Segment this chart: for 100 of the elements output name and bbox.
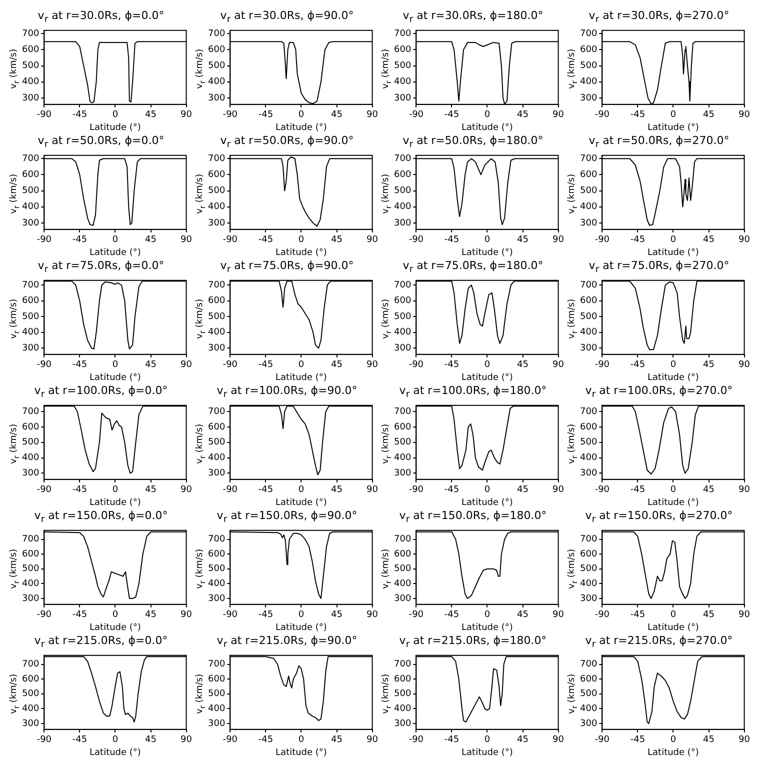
- x-axis-title: Latitude (°): [648, 748, 699, 758]
- y-tick-label: 300: [394, 343, 412, 354]
- x-tick-label: 0: [670, 610, 676, 620]
- x-tick-label: 45: [145, 485, 156, 496]
- chart-title: v$_{r}$ at r=100.0Rs, ϕ=180.0°: [398, 383, 548, 400]
- chart-title: v$_{r}$ at r=30.0Rs, ϕ=270.0°: [588, 8, 730, 26]
- x-axis-title: Latitude (°): [648, 498, 699, 508]
- x-tick-label: 0: [298, 485, 304, 496]
- y-tick-label: 300: [208, 594, 226, 604]
- y-tick-label: 700: [22, 280, 40, 290]
- x-tick-label: -45: [444, 360, 460, 370]
- y-tick-label: 400: [22, 77, 40, 88]
- y-tick-label: 700: [22, 154, 40, 164]
- x-tick-label: -90: [36, 110, 52, 120]
- y-tick-label: 500: [394, 186, 412, 196]
- x-tick-label: 0: [670, 735, 676, 746]
- y-tick-label: 300: [580, 343, 598, 354]
- x-tick-label: 45: [517, 610, 528, 620]
- x-axis-title: Latitude (°): [276, 248, 327, 258]
- y-tick-label: 700: [394, 534, 412, 545]
- y-tick-label: 500: [580, 61, 598, 72]
- x-tick-label: 45: [517, 360, 528, 370]
- x-tick-label: 0: [670, 360, 676, 370]
- y-tick-label: 600: [394, 170, 412, 180]
- y-tick-label: 400: [580, 328, 598, 338]
- y-tick-label: 700: [208, 660, 226, 670]
- x-tick-label: 45: [703, 235, 714, 246]
- chart-title: v$_{r}$ at r=30.0Rs, ϕ=0.0°: [36, 8, 166, 26]
- y-tick-label: 400: [208, 202, 226, 212]
- x-tick-label: 90: [366, 735, 378, 746]
- y-tick-label: 600: [208, 296, 226, 306]
- x-tick-label: -90: [36, 485, 52, 496]
- x-tick-label: 45: [517, 485, 528, 496]
- x-tick-label: -90: [222, 235, 238, 246]
- x-tick-label: 90: [738, 235, 750, 246]
- x-tick-label: -45: [444, 610, 460, 620]
- x-axis-title: Latitude (°): [276, 498, 327, 508]
- x-tick-label: -90: [222, 485, 238, 496]
- chart-title: v$_{r}$ at r=30.0Rs, ϕ=180.0°: [402, 8, 544, 26]
- y-tick-label: 600: [22, 296, 40, 306]
- x-tick-label: 0: [670, 110, 676, 120]
- y-tick-label: 600: [394, 549, 412, 560]
- y-tick-label: 400: [208, 579, 226, 590]
- x-axis-title: Latitude (°): [276, 748, 327, 758]
- x-tick-label: 0: [298, 610, 304, 620]
- x-tick-label: -45: [258, 360, 274, 370]
- x-tick-label: -90: [36, 360, 52, 370]
- y-tick-label: 600: [22, 549, 40, 560]
- y-tick-label: 600: [208, 674, 226, 684]
- x-tick-label: -45: [258, 235, 274, 246]
- chart-title: v$_{r}$ at r=30.0Rs, ϕ=90.0°: [219, 8, 355, 26]
- x-tick-label: 90: [738, 360, 750, 370]
- x-tick-label: 0: [298, 235, 304, 246]
- x-tick-label: 45: [331, 485, 342, 496]
- y-tick-label: 500: [580, 564, 598, 574]
- y-tick-label: 600: [208, 549, 226, 560]
- y-tick-label: 700: [394, 154, 412, 164]
- x-tick-label: 90: [366, 110, 378, 120]
- x-tick-label: 0: [112, 360, 118, 370]
- y-tick-label: 500: [580, 186, 598, 196]
- x-tick-label: -90: [408, 235, 424, 246]
- y-tick-label: 500: [208, 689, 226, 700]
- x-tick-label: 0: [298, 735, 304, 746]
- x-tick-label: -45: [72, 485, 88, 496]
- y-tick-label: 600: [580, 549, 598, 560]
- y-tick-label: 500: [208, 438, 226, 448]
- y-tick-label: 700: [394, 406, 412, 417]
- x-tick-label: -90: [408, 610, 424, 620]
- x-tick-label: -45: [258, 735, 274, 746]
- y-tick-label: 600: [208, 422, 226, 432]
- x-tick-label: 45: [331, 735, 342, 746]
- y-tick-label: 700: [22, 660, 40, 670]
- x-tick-label: 45: [145, 735, 156, 746]
- x-tick-label: 90: [738, 110, 750, 120]
- y-tick-label: 700: [22, 406, 40, 417]
- y-tick-label: 300: [394, 718, 412, 729]
- y-tick-label: 400: [394, 579, 412, 590]
- x-tick-label: 90: [552, 735, 564, 746]
- y-tick-label: 700: [580, 280, 598, 290]
- x-axis-title: Latitude (°): [648, 622, 699, 633]
- y-tick-label: 400: [580, 453, 598, 464]
- x-tick-label: -45: [444, 485, 460, 496]
- y-tick-label: 400: [22, 453, 40, 464]
- x-tick-label: -90: [222, 610, 238, 620]
- chart-title: v$_{r}$ at r=150.0Rs, ϕ=180.0°: [398, 508, 548, 526]
- x-tick-label: 0: [298, 360, 304, 370]
- y-tick-label: 300: [394, 218, 412, 228]
- x-tick-label: 90: [180, 235, 192, 246]
- chart-title: v$_{r}$ at r=75.0Rs, ϕ=0.0°: [36, 258, 166, 276]
- y-tick-label: 700: [208, 280, 226, 290]
- y-tick-label: 300: [580, 93, 598, 104]
- x-tick-label: -90: [408, 110, 424, 120]
- x-tick-label: -45: [444, 110, 460, 120]
- x-axis-title: Latitude (°): [90, 748, 141, 758]
- x-tick-label: -90: [594, 610, 610, 620]
- x-tick-label: 90: [180, 485, 192, 496]
- y-tick-label: 400: [208, 328, 226, 338]
- y-tick-label: 400: [22, 202, 40, 212]
- y-tick-label: 700: [208, 534, 226, 545]
- x-tick-label: -45: [630, 610, 646, 620]
